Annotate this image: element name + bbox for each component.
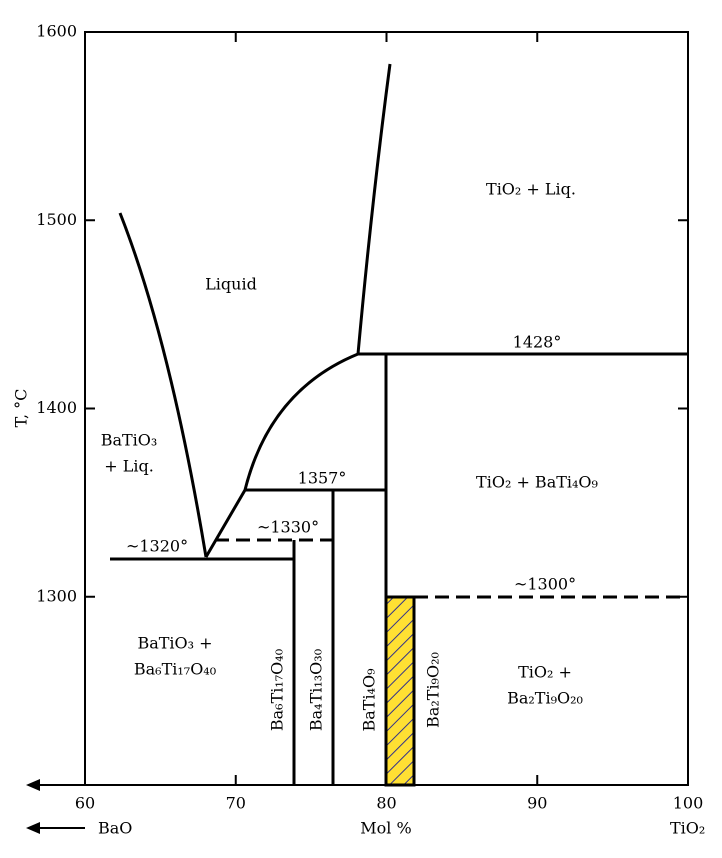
ba2ti9o20-field xyxy=(384,595,416,787)
region-label: TiO₂ + BaTi₄O₉ xyxy=(476,473,599,492)
region-label: Ba₆Ti₁₇O₄₀ xyxy=(134,660,216,679)
temperature-label: ~1330° xyxy=(257,518,319,537)
temperature-label: 1428° xyxy=(513,333,562,352)
liquidus xyxy=(356,63,392,355)
liquidus xyxy=(204,352,359,558)
compound-label: Ba₄Ti₁₃O₃₀ xyxy=(307,649,326,731)
region-label: TiO₂ + Liq. xyxy=(486,180,576,199)
compound-label: Ba₂Ti₉O₂₀ xyxy=(424,652,443,728)
x-tick-label: 100 xyxy=(673,794,704,813)
compound-label: BaTi₄O₉ xyxy=(360,668,379,732)
temperature-label: 1357° xyxy=(298,469,347,488)
compound-label: Ba₆Ti₁₇O₄₀ xyxy=(268,649,287,731)
x-tick-label: 90 xyxy=(527,794,547,813)
region-label: BaTiO₃ + xyxy=(137,634,212,653)
arrowhead xyxy=(26,822,40,834)
x-tick-label: 80 xyxy=(376,794,396,813)
phase-boundaries xyxy=(110,63,688,787)
x-axis-label: Mol % xyxy=(360,819,411,838)
y-tick-label: 1500 xyxy=(36,210,77,229)
x-tick-label: 60 xyxy=(75,794,95,813)
liquidus xyxy=(118,212,208,558)
arrowhead xyxy=(26,779,40,791)
dashed-boundary xyxy=(215,538,688,599)
x-tick-label: 70 xyxy=(226,794,246,813)
region-label: Ba₂Ti₉O₂₀ xyxy=(507,689,583,708)
region-label: BaTiO₃ xyxy=(101,431,158,450)
temperature-label: ~1320° xyxy=(126,537,188,556)
region-label: Liquid xyxy=(205,275,257,294)
region-label: + Liq. xyxy=(104,457,154,476)
region-label: TiO₂ + xyxy=(518,663,572,682)
right-end-label: TiO₂ xyxy=(670,819,705,838)
y-tick-label: 1600 xyxy=(36,22,77,41)
left-end-label: BaO xyxy=(98,819,132,838)
y-tick-label: 1400 xyxy=(36,398,77,417)
temperature-label: ~1300° xyxy=(514,575,576,594)
solidus-lines xyxy=(110,352,688,785)
y-axis-label: T, °C xyxy=(12,389,31,428)
y-tick-label: 1300 xyxy=(36,586,77,605)
